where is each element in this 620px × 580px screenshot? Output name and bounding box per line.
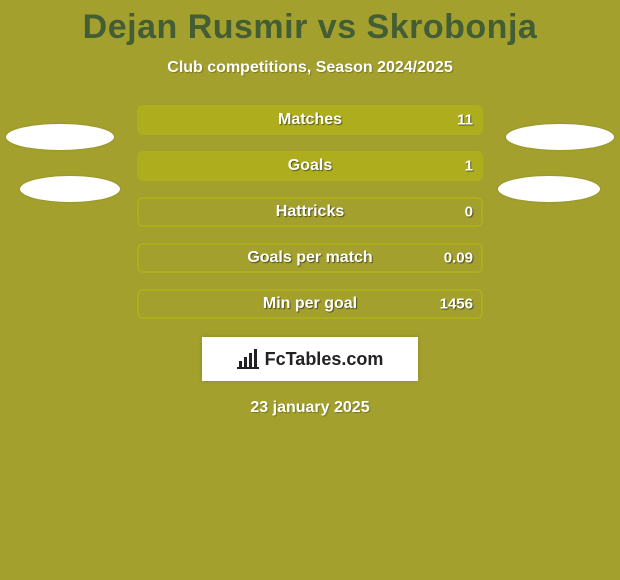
bar-chart-icon [237,349,259,369]
stat-value: 0.09 [444,250,473,267]
stat-label: Goals per match [247,249,372,267]
stat-label: Goals [288,157,332,175]
branding-text: FcTables.com [265,349,384,370]
side-ellipse [6,124,114,150]
stat-label: Hattricks [276,203,344,221]
stat-row: Hattricks 0 [137,197,483,227]
stat-row: Min per goal 1456 [137,289,483,319]
stat-label: Matches [278,111,342,129]
side-ellipse [506,124,614,150]
side-ellipse [498,176,600,202]
stat-label: Min per goal [263,295,357,313]
page-subtitle: Club competitions, Season 2024/2025 [0,47,620,77]
stat-value: 1456 [440,296,473,313]
side-ellipse [20,176,120,202]
branding-card: FcTables.com [202,337,418,381]
stat-value: 0 [465,204,473,221]
stat-value: 11 [457,112,473,129]
stat-row: Goals 1 [137,151,483,181]
stat-value: 1 [465,158,473,175]
stat-row: Matches 11 [137,105,483,135]
page-title: Dejan Rusmir vs Skrobonja [0,0,620,47]
stat-row: Goals per match 0.09 [137,243,483,273]
date-text: 23 january 2025 [0,399,620,417]
